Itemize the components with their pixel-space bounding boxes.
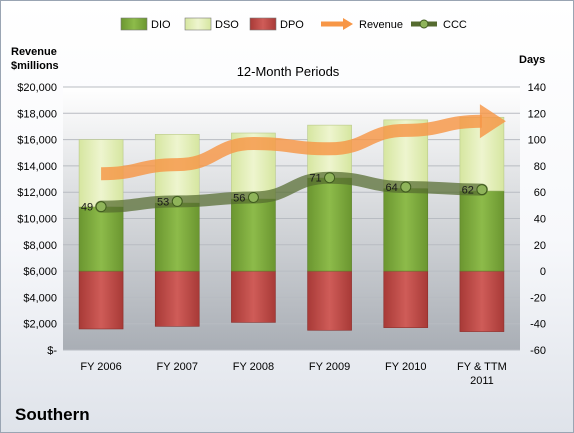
bar-dpo <box>78 270 124 330</box>
right-tick-label: 100 <box>528 135 546 147</box>
left-tick-label: $6,000 <box>23 266 57 278</box>
ccc-marker <box>247 191 259 203</box>
ccc-data-label: 56 <box>233 192 245 204</box>
right-tick-label: 20 <box>534 240 546 252</box>
ccc-marker <box>400 181 412 193</box>
legend-label: CCC <box>443 19 467 31</box>
right-tick-label: 140 <box>528 82 546 94</box>
x-tick-label: FY 2010 <box>385 361 426 373</box>
left-tick-label: $14,000 <box>17 161 57 173</box>
legend-swatch-dpo <box>249 17 277 31</box>
x-tick-label: 2011 <box>470 375 494 387</box>
legend-arrow-revenue <box>343 18 353 30</box>
left-tick-label: $10,000 <box>17 214 57 226</box>
left-axis-label: Revenue <box>11 46 57 58</box>
x-tick-label: FY 2009 <box>309 361 350 373</box>
left-tick-label: $16,000 <box>17 135 57 147</box>
left-tick-label: $12,000 <box>17 187 57 199</box>
right-tick-label: 40 <box>534 214 546 226</box>
bar-dio <box>78 206 124 272</box>
left-tick-label: $- <box>47 345 57 357</box>
bar-dpo <box>154 270 200 327</box>
right-tick-label: -20 <box>530 292 546 304</box>
chart-title: 12-Month Periods <box>237 64 340 79</box>
revenue-arrowhead <box>479 104 506 139</box>
legend-label: DPO <box>280 19 304 31</box>
right-tick-label: 120 <box>528 108 546 120</box>
legend-swatch-dso <box>184 17 212 31</box>
bar-dpo <box>383 270 429 328</box>
company-name: Southern <box>15 405 90 424</box>
ccc-marker <box>476 184 488 196</box>
ccc-marker <box>324 172 336 184</box>
bar-dio <box>307 177 352 272</box>
bar-dio <box>231 198 276 272</box>
ccc-data-label: 64 <box>386 182 398 194</box>
bar-dpo <box>459 270 505 332</box>
x-tick-label: FY & TTM <box>457 361 507 373</box>
x-tick-label: FY 2007 <box>157 361 198 373</box>
legend-label: DSO <box>215 19 239 31</box>
right-tick-label: 80 <box>534 161 546 173</box>
left-tick-label: $2,000 <box>23 319 57 331</box>
left-axis-label: $millions <box>11 60 59 72</box>
legend-marker-ccc <box>419 19 429 29</box>
legend-swatch-dio <box>120 17 148 31</box>
right-axis-label: Days <box>519 54 545 66</box>
left-tick-label: $8,000 <box>23 240 57 252</box>
x-tick-label: FY 2008 <box>233 361 274 373</box>
bar-dpo <box>231 270 276 323</box>
ccc-marker <box>171 195 183 207</box>
ccc-data-label: 71 <box>309 173 321 185</box>
legend-label: DIO <box>151 19 171 31</box>
left-tick-label: $18,000 <box>17 108 57 120</box>
right-tick-label: -40 <box>530 319 546 331</box>
ccc-data-label: 49 <box>81 202 93 214</box>
left-tick-label: $4,000 <box>23 292 57 304</box>
ccc-marker <box>95 201 107 213</box>
bar-dio <box>459 190 505 272</box>
bar-dio <box>383 187 429 272</box>
right-tick-label: -60 <box>530 345 546 357</box>
bar-dio <box>154 202 200 272</box>
right-tick-label: 0 <box>540 266 546 278</box>
x-tick-label: FY 2006 <box>80 361 121 373</box>
revenue-line <box>101 114 482 181</box>
right-tick-label: 60 <box>534 187 546 199</box>
ccc-data-label: 62 <box>462 185 474 197</box>
bar-dpo <box>307 270 352 331</box>
left-tick-label: $20,000 <box>17 82 57 94</box>
ccc-data-label: 53 <box>157 196 169 208</box>
legend-label: Revenue <box>359 19 403 31</box>
